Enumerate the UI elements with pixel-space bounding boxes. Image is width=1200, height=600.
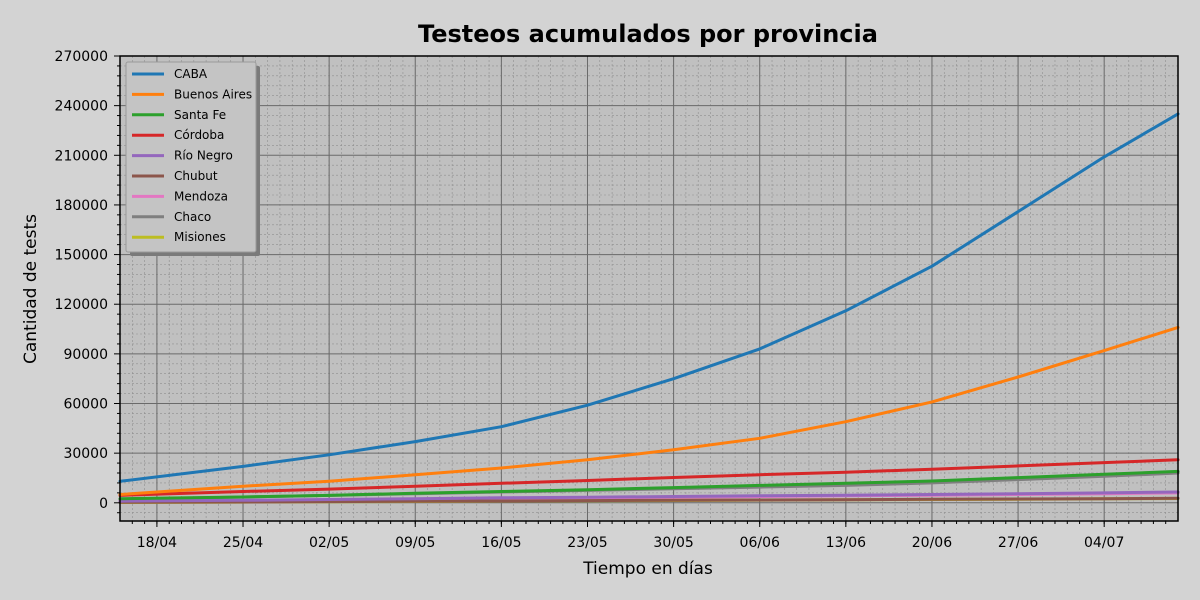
y-tick-label: 210000 [55,148,108,164]
x-tick-label: 23/05 [567,535,607,551]
series-line-córdoba [118,458,1180,497]
x-tick-label: 16/05 [481,535,521,551]
legend-label: Chaco [174,210,211,224]
legend-label: CABA [174,67,208,81]
legend-label: Misiones [174,230,226,244]
legend: CABA Buenos Aires Santa Fe Córdoba Río Negro… [125,61,260,256]
legend-label: Córdoba [174,128,224,142]
x-tick-label: 30/05 [653,535,693,551]
legend-label: Chubut [174,169,218,183]
y-tick-label: 150000 [55,248,108,264]
y-axis-ticks: 0 30000 60000 90000 120000 150000 180000 210000… [55,49,120,514]
legend-label: Santa Fe [174,108,226,122]
y-tick-label: 0 [99,496,108,512]
x-tick-label: 04/07 [1084,535,1124,551]
x-tick-label: 27/06 [998,535,1038,551]
x-tick-label: 06/06 [740,535,780,551]
series-lines [118,112,1180,504]
x-tick-label: 20/06 [912,535,952,551]
y-axis-label: Cantidad de tests [21,214,41,364]
y-tick-label: 240000 [55,99,108,115]
series-line-buenos-aires [118,325,1180,496]
y-tick-label: 180000 [55,198,108,214]
x-tick-label: 18/04 [137,535,177,551]
x-tick-label: 25/04 [223,535,263,551]
legend-label: Río Negro [174,149,233,163]
x-tick-label: 13/06 [826,535,866,551]
x-tick-label: 02/05 [309,535,349,551]
legend-label: Buenos Aires [174,87,252,101]
y-tick-label: 270000 [55,49,108,65]
x-axis-ticks: 18/04 25/04 02/05 09/05 16/05 23/05 30/05 06/06… [131,521,1167,551]
series-line-caba [118,112,1180,483]
y-tick-label: 30000 [63,446,108,462]
series-line-río-negro [118,490,1180,503]
legend-label: Mendoza [174,189,228,203]
minor-grid [120,56,1178,521]
series-line-chubut [118,496,1180,504]
chart-title: Testeos acumulados por provincia [418,20,878,48]
legend-box [125,61,257,253]
x-tick-label: 09/05 [395,535,435,551]
y-tick-label: 60000 [63,397,108,413]
series-line-santa-fe [118,469,1180,501]
y-tick-label: 90000 [63,347,108,363]
y-tick-label: 120000 [55,297,108,313]
x-axis-label: Tiempo en días [582,559,713,579]
